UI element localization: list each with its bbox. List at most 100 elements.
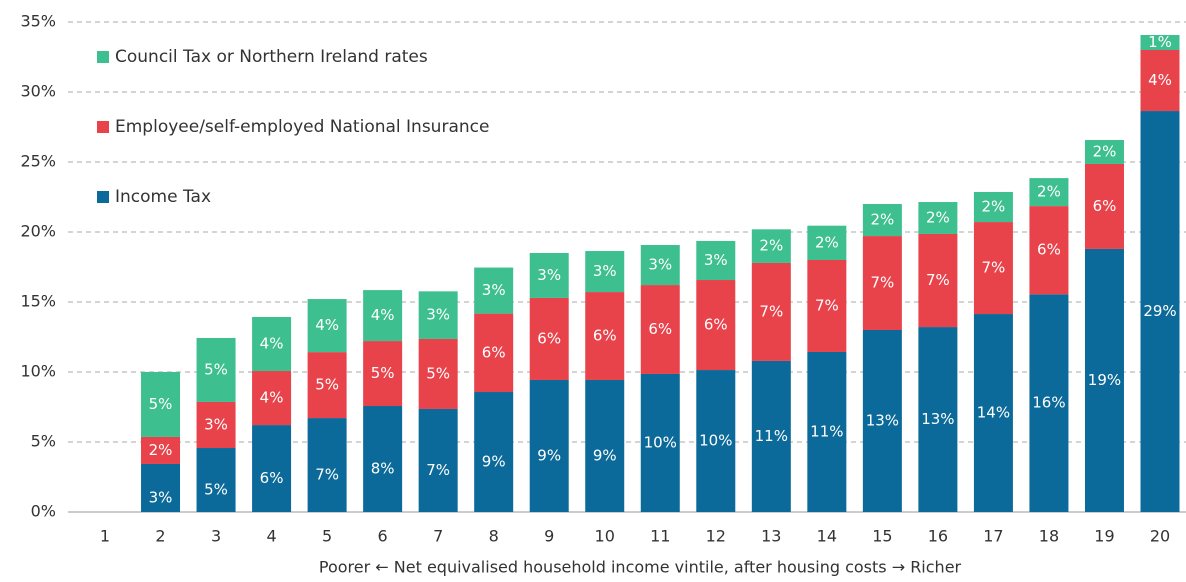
bar-segment bbox=[1140, 35, 1180, 50]
x-tick-label: 16 bbox=[928, 527, 948, 546]
data-label: 2% bbox=[815, 233, 839, 251]
bar-segment bbox=[196, 337, 236, 402]
bar-segment bbox=[252, 425, 292, 512]
bar-segment bbox=[363, 406, 403, 512]
x-tick-label: 13 bbox=[761, 527, 781, 546]
data-label: 2% bbox=[926, 209, 950, 227]
data-label: 6% bbox=[537, 329, 561, 347]
bar-segment bbox=[862, 330, 902, 512]
bar-segment bbox=[1140, 50, 1180, 112]
data-label: 13% bbox=[866, 412, 899, 430]
data-label: 29% bbox=[1143, 302, 1176, 320]
x-tick-label: 8 bbox=[489, 527, 499, 546]
data-label: 2% bbox=[870, 211, 894, 229]
data-label: 7% bbox=[426, 461, 450, 479]
bar-segment bbox=[529, 297, 569, 380]
x-tick-label: 4 bbox=[266, 527, 276, 546]
data-label: 7% bbox=[315, 466, 339, 484]
legend-swatch bbox=[97, 121, 109, 133]
legend-label: Council Tax or Northern Ireland rates bbox=[115, 47, 428, 67]
x-tick-label: 17 bbox=[983, 527, 1003, 546]
data-label: 11% bbox=[755, 427, 788, 445]
bar-segment bbox=[196, 401, 236, 449]
bar-segment bbox=[141, 436, 181, 464]
data-label: 7% bbox=[815, 296, 839, 314]
bar-segment bbox=[418, 408, 458, 512]
data-label: 7% bbox=[926, 271, 950, 289]
data-label: 5% bbox=[426, 364, 450, 382]
x-tick-label: 7 bbox=[433, 527, 443, 546]
bar-segment bbox=[1029, 206, 1069, 295]
data-label: 13% bbox=[921, 410, 954, 428]
data-label: 3% bbox=[537, 266, 561, 284]
data-label: 10% bbox=[644, 433, 677, 451]
data-label: 10% bbox=[699, 432, 732, 450]
bar-segment bbox=[363, 341, 403, 407]
data-label: 7% bbox=[870, 274, 894, 292]
data-label: 19% bbox=[1088, 371, 1121, 389]
x-axis-label: Poorer ← Net equivalised household incom… bbox=[319, 558, 962, 577]
x-tick-label: 14 bbox=[817, 527, 837, 546]
bar-segment bbox=[751, 229, 791, 263]
legend-label: Income Tax bbox=[115, 187, 211, 207]
y-tick-label: 15% bbox=[20, 292, 56, 311]
bar-segment bbox=[973, 222, 1013, 315]
data-label: 4% bbox=[315, 316, 339, 334]
data-label: 2% bbox=[1037, 183, 1061, 201]
bar-segment bbox=[307, 352, 347, 419]
data-label: 3% bbox=[426, 306, 450, 324]
bar-segment bbox=[918, 327, 958, 512]
bar-segment bbox=[474, 313, 514, 393]
bar-segment bbox=[1029, 178, 1069, 207]
bar-segment bbox=[751, 360, 791, 512]
data-label: 3% bbox=[593, 262, 617, 280]
data-label: 9% bbox=[482, 453, 506, 471]
data-label: 2% bbox=[759, 237, 783, 255]
bar-segment bbox=[307, 418, 347, 512]
y-tick-label: 10% bbox=[20, 362, 56, 381]
bar-segment bbox=[1084, 140, 1124, 164]
bar-segment bbox=[862, 204, 902, 237]
bar-segment bbox=[418, 291, 458, 339]
bar-segment bbox=[363, 290, 403, 342]
data-label: 4% bbox=[260, 335, 284, 353]
bar-segment bbox=[973, 191, 1013, 223]
data-label: 5% bbox=[149, 395, 173, 413]
bar-segment bbox=[141, 372, 181, 437]
data-label: 3% bbox=[482, 281, 506, 299]
data-label: 3% bbox=[149, 488, 173, 506]
bar-segment bbox=[252, 371, 292, 426]
x-tick-label: 11 bbox=[650, 527, 670, 546]
bar-segment bbox=[807, 351, 847, 512]
bar-segment bbox=[418, 338, 458, 409]
bar-segment bbox=[640, 373, 680, 512]
x-tick-label: 15 bbox=[872, 527, 892, 546]
data-label: 5% bbox=[371, 364, 395, 382]
bar-segment bbox=[1084, 163, 1124, 249]
x-tick-label: 12 bbox=[706, 527, 726, 546]
x-tick-label: 5 bbox=[322, 527, 332, 546]
bar-segment bbox=[807, 225, 847, 260]
legend-swatch bbox=[97, 51, 109, 63]
bar-segment bbox=[474, 267, 514, 314]
data-label: 7% bbox=[982, 259, 1006, 277]
bar-segment bbox=[1140, 111, 1180, 512]
bar-segment bbox=[585, 292, 625, 380]
data-label: 7% bbox=[759, 302, 783, 320]
data-label: 4% bbox=[371, 306, 395, 324]
bar-segment bbox=[640, 285, 680, 374]
bar-segment bbox=[196, 448, 236, 512]
data-label: 11% bbox=[810, 422, 843, 440]
bar-segment bbox=[640, 245, 680, 286]
data-label: 6% bbox=[648, 320, 672, 338]
legend-label: Employee/self-employed National Insuranc… bbox=[115, 117, 489, 137]
bar-segment bbox=[474, 392, 514, 512]
bar-segment bbox=[585, 379, 625, 512]
data-label: 5% bbox=[204, 481, 228, 499]
data-label: 4% bbox=[1148, 71, 1172, 89]
data-label: 6% bbox=[1037, 241, 1061, 259]
y-tick-label: 30% bbox=[20, 82, 56, 101]
data-label: 2% bbox=[982, 198, 1006, 216]
x-tick-label: 20 bbox=[1150, 527, 1170, 546]
x-tick-label: 18 bbox=[1039, 527, 1059, 546]
